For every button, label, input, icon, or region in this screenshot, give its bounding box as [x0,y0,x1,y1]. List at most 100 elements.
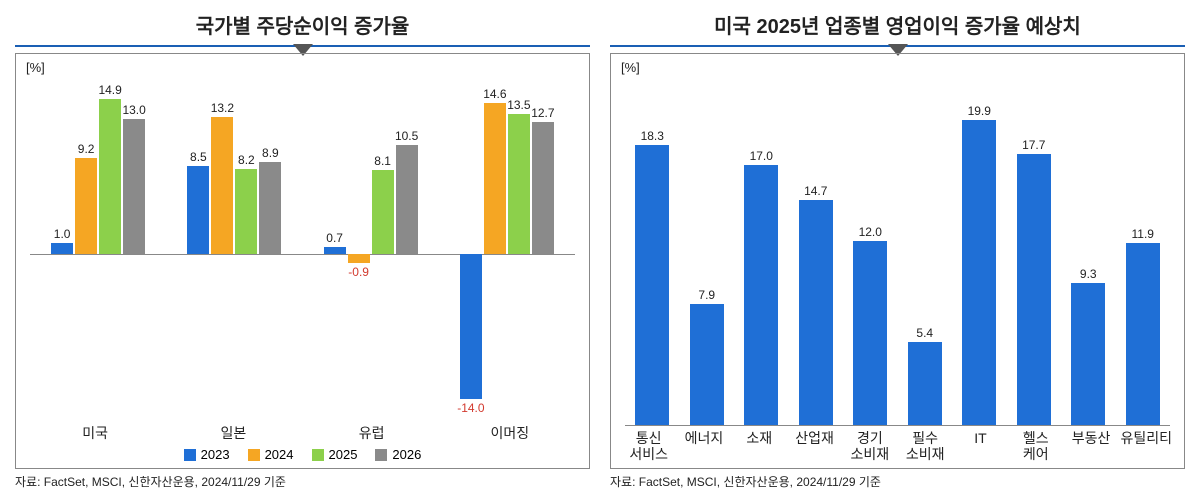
legend-item: 2024 [248,447,294,462]
bar: 12.0 [853,88,887,425]
x-axis-label: IT [953,431,1008,462]
bar-value-label: 8.1 [374,154,391,168]
x-axis-label: 유틸리티 [1119,431,1174,462]
x-axis-label: 소재 [732,431,787,462]
bar: 14.7 [799,88,833,425]
bar: 7.9 [690,88,724,425]
bar-group: 9.3 [1061,88,1116,425]
left-y-unit: [%] [26,60,45,75]
x-axis-label: 유럽 [303,426,441,441]
left-chart-box: [%] 1.0 9.2 14.913.0 8.5 13.28.2 8.9 0.7 -0.9 8.… [15,53,590,469]
bar-group: 14.7 [789,88,844,425]
bar-rect [484,103,506,254]
left-title-wrap: 국가별 주당순이익 증가율 [15,10,590,47]
legend-label: 2026 [392,447,421,462]
bar-value-label: 14.6 [483,87,506,101]
bar: 8.2 [235,88,257,420]
bar-rect [853,241,887,425]
bar-value-label: 8.5 [190,150,207,164]
bar: 8.9 [259,88,281,420]
zero-axis [625,425,1170,426]
bar-rect [460,254,482,399]
left-plot-area: 1.0 9.2 14.913.0 8.5 13.28.2 8.9 0.7 -0.9 8.1 10.… [30,88,575,420]
x-axis-label: 이머징 [441,426,579,441]
bar-rect [1126,243,1160,425]
bar: 18.3 [635,88,669,425]
bar: 0.7 [324,88,346,420]
x-axis-label: 에너지 [676,431,731,462]
right-chart-title: 미국 2025년 업종별 영업이익 증가율 예상치 [610,10,1185,45]
bar: 17.7 [1017,88,1051,425]
bar-value-label: 10.5 [395,129,418,143]
bar-group: 0.7 -0.9 8.1 10.5 [303,88,439,420]
x-axis-label: 필수소비재 [897,431,952,462]
x-axis-label: 산업재 [787,431,842,462]
bar-group: 7.9 [680,88,735,425]
bar-rect [1071,283,1105,426]
bar-value-label: 14.7 [804,184,827,198]
bar: 9.2 [75,88,97,420]
bar: 8.1 [372,88,394,420]
bar-value-label: 12.7 [531,106,554,120]
right-chart-panel: 미국 2025년 업종별 영업이익 증가율 예상치 [%] 18.3 7.9 17.… [610,10,1185,490]
x-axis-label: 통신서비스 [621,431,676,462]
bar: 12.7 [532,88,554,420]
x-axis-label: 경기소비재 [842,431,897,462]
bar-value-label: 9.2 [78,142,95,156]
bar-value-label: 7.9 [698,288,715,302]
bar-group: 8.5 13.28.2 8.9 [166,88,302,420]
legend-item: 2023 [184,447,230,462]
bar-rect [324,247,346,254]
right-source: 자료: FactSet, MSCI, 신한자산운용, 2024/11/29 기준 [610,473,1185,490]
bar-rect [1017,154,1051,425]
bar-group: 19.9 [952,88,1007,425]
bar-group: 18.3 [625,88,680,425]
bar: 17.0 [744,88,778,425]
right-plot-area: 18.3 7.9 17.0 14.7 12.0 5.4 19.9 17.7 9.3 11.9 [625,88,1170,425]
bar-rect [187,166,209,254]
bar-value-label: 13.2 [211,101,234,115]
bar-rect [799,200,833,425]
bar: 14.9 [99,88,121,420]
bar: 8.5 [187,88,209,420]
bar: 5.4 [908,88,942,425]
legend-swatch [184,449,196,461]
bar-value-label: 17.0 [750,149,773,163]
bar-rect [372,170,394,254]
legend-item: 2026 [375,447,421,462]
bar-group: 1.0 9.2 14.913.0 [30,88,166,420]
bar-value-label: 14.9 [98,83,121,97]
legend-swatch [248,449,260,461]
bar-rect [348,254,370,263]
bar-value-label: 9.3 [1080,267,1097,281]
bar-value-label: 5.4 [916,326,933,340]
bar-value-label: 13.0 [122,103,145,117]
bar-rect [962,120,996,425]
left-x-labels: 미국일본유럽이머징 [26,426,579,441]
bar-rect [635,145,669,426]
bar-rect [508,114,530,254]
bar-rect [51,243,73,253]
bar-rect [908,342,942,425]
right-x-labels: 통신서비스에너지소재산업재경기소비재필수소비재IT헬스케어부동산유틸리티 [621,431,1174,462]
bar-value-label: -0.9 [348,265,369,279]
bar-value-label: 19.9 [968,104,991,118]
left-legend: 2023202420252026 [26,447,579,462]
right-chart-box: [%] 18.3 7.9 17.0 14.7 12.0 5.4 19.9 17.7 9.3 11.… [610,53,1185,469]
bar-group: 17.7 [1007,88,1062,425]
bar-rect [396,145,418,254]
bar-value-label: 17.7 [1022,138,1045,152]
bar-value-label: 1.0 [54,227,71,241]
bar-value-label: 8.9 [262,146,279,160]
right-y-unit: [%] [621,60,640,75]
bar-value-label: 0.7 [326,231,343,245]
bar: -14.0 [460,88,482,420]
bar-rect [211,117,233,254]
bar-group: -14.0 14.613.512.7 [439,88,575,420]
bar: 11.9 [1126,88,1160,425]
bar-group: 17.0 [734,88,789,425]
bar-value-label: -14.0 [457,401,484,415]
left-source: 자료: FactSet, MSCI, 신한자산운용, 2024/11/29 기준 [15,473,590,490]
bar-rect [75,158,97,253]
bar-value-label: 13.5 [507,98,530,112]
